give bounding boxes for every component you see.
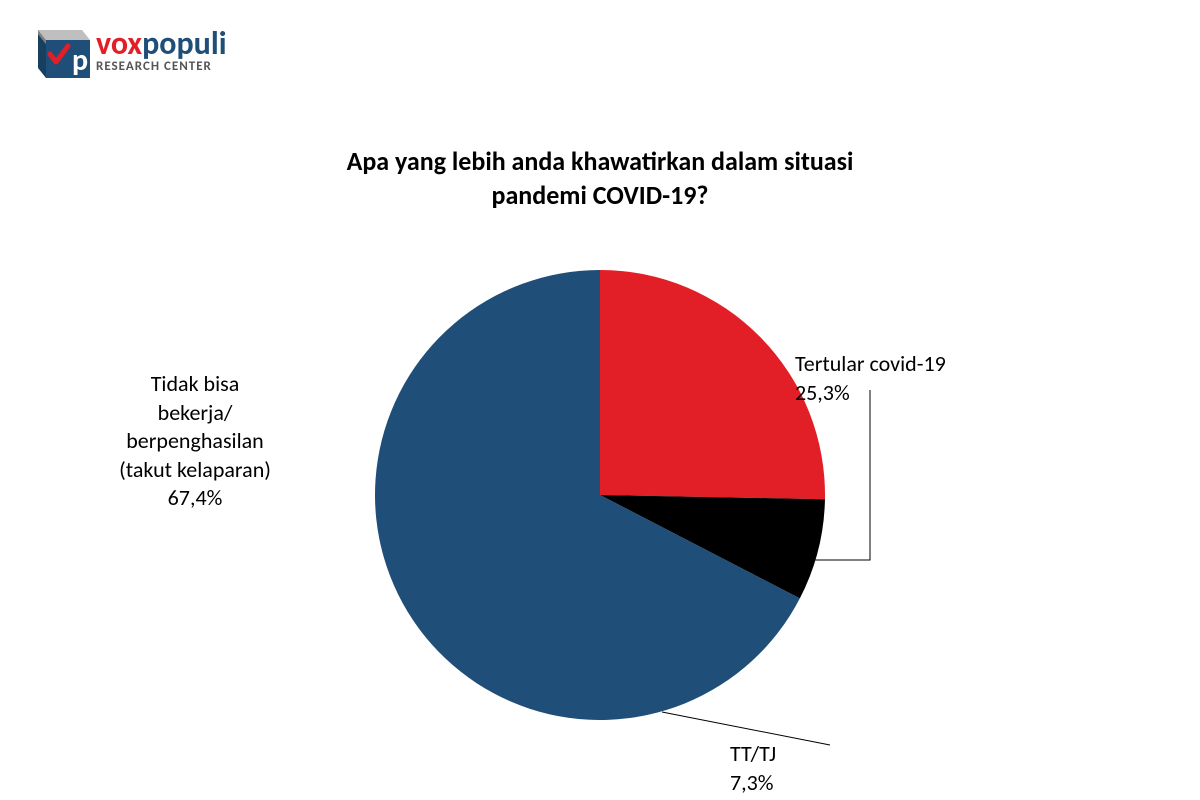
page: p voxpopuli RESEARCH CENTER Apa yang leb…	[0, 0, 1200, 800]
pie-slice-tertular	[600, 270, 825, 499]
slice-label-tttj: TT/TJ7,3%	[730, 740, 950, 797]
slice-label-tertular: Tertular covid-1925,3%	[795, 350, 1015, 407]
slice-label-tidak_bekerja: Tidak bisabekerja/berpenghasilan(takut k…	[85, 370, 305, 513]
